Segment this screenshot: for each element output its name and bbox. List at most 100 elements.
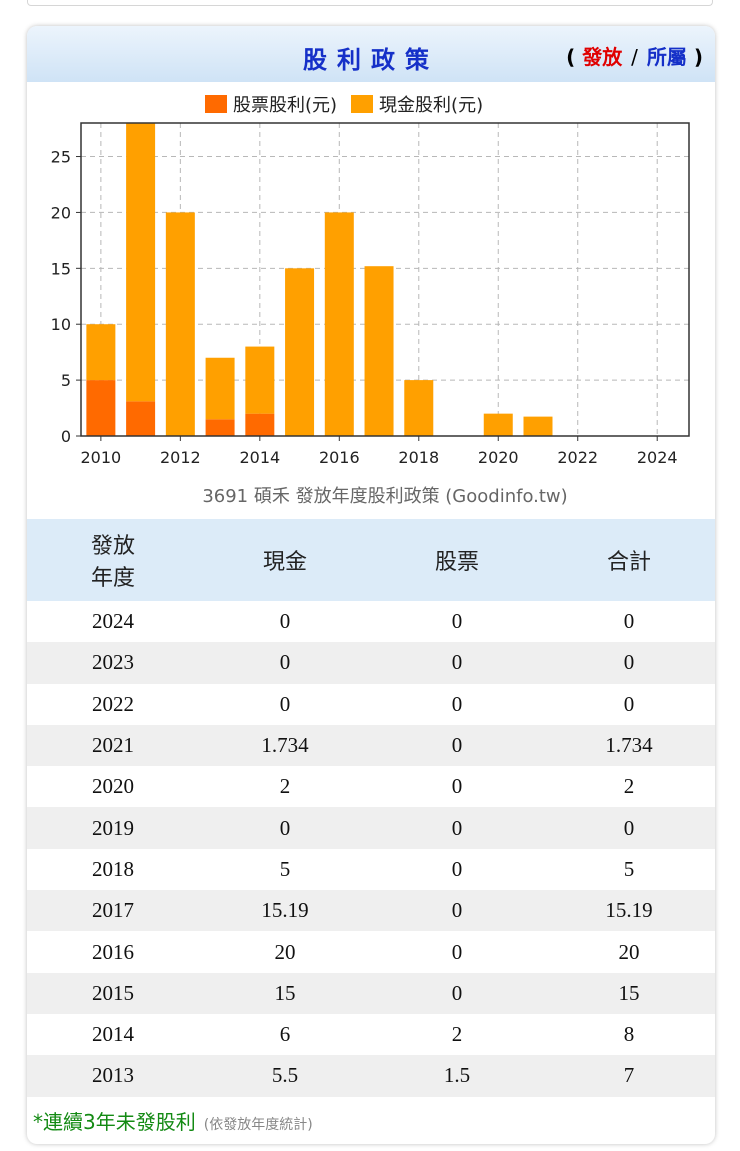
cell-cash: 2 (199, 766, 371, 808)
cell-cash: 1.734 (199, 724, 371, 767)
x-tick-label: 2024 (637, 448, 678, 467)
y-tick-label: 5 (61, 371, 71, 390)
belong-year-link[interactable]: 所屬 (646, 45, 687, 69)
chart-legend: 股票股利(元) 現金股利(元) (205, 90, 497, 118)
table-row: 2018 5 0 5 (27, 848, 715, 891)
y-tick-label: 25 (51, 148, 71, 167)
table-row: 2022 0 0 0 (27, 683, 715, 725)
cell-year: 2013 (27, 1055, 199, 1097)
cell-year: 2022 (27, 683, 199, 725)
y-tick-label: 20 (51, 203, 71, 222)
bar-cash-dividend (126, 123, 156, 402)
legend-swatch-cash (351, 95, 374, 113)
cell-cash: 15.19 (199, 890, 371, 932)
cell-stock: 0 (371, 972, 543, 1014)
x-tick-label: 2020 (478, 448, 519, 467)
cell-total: 7 (543, 1055, 715, 1097)
x-tick-label: 2010 (81, 448, 122, 467)
x-tick-label: 2022 (557, 448, 598, 467)
cell-cash: 0 (199, 683, 371, 725)
cell-year: 2023 (27, 642, 199, 684)
chart-plot: 0 5 10 15 20 25 2010 2012 2014 2016 2018 2020 2022 20… (51, 122, 690, 507)
cell-stock: 2 (371, 1013, 543, 1056)
cell-cash: 0 (199, 642, 371, 684)
bar-stock-dividend (245, 413, 275, 436)
header-year-line: 發放 (90, 534, 135, 559)
cell-year: 2017 (27, 890, 199, 932)
bar-cash-dividend (324, 212, 354, 436)
cell-year: 2024 (27, 601, 199, 643)
chart-caption: 3691 碩禾 發放年度股利政策 (Goodinfo.tw) (202, 486, 567, 507)
dividend-table: 發放 年度 現金 股票 合計 2024 0 0 0 2023 0 0 0 2022 0 0 0 2021 1… (27, 519, 715, 1097)
cell-year: 2021 (27, 724, 199, 767)
cell-total: 15 (543, 972, 715, 1014)
table-row: 2019 0 0 0 (27, 807, 715, 849)
note-main: *連續3年未發股利 (33, 1110, 196, 1134)
legend-item-cash: 現金股利(元) (351, 91, 483, 117)
footer-note: *連續3年未發股利 (依發放年度統計) (33, 1106, 313, 1135)
cell-year: 2018 (27, 848, 199, 891)
bar-cash-dividend (404, 380, 434, 436)
cell-year: 2016 (27, 931, 199, 973)
cell-stock: 0 (371, 890, 543, 932)
table-row: 2023 0 0 0 (27, 642, 715, 684)
table-row: 2015 15 0 15 (27, 972, 715, 1014)
cell-stock: 0 (371, 642, 543, 684)
table-body: 2024 0 0 0 2023 0 0 0 2022 0 0 0 2021 1.734 0 1.734 2020… (27, 601, 715, 1097)
cell-year: 2014 (27, 1013, 199, 1056)
panel-header: 股利政策 ( 發放 / 所屬 ) (27, 26, 715, 82)
cell-year: 2020 (27, 766, 199, 808)
cell-stock: 0 (371, 724, 543, 767)
bar-cash-dividend (285, 268, 315, 436)
cell-total: 0 (543, 642, 715, 684)
table-row: 2017 15.19 0 15.19 (27, 890, 715, 932)
cell-cash: 5 (199, 848, 371, 891)
cell-stock: 0 (371, 807, 543, 849)
cell-total: 0 (543, 601, 715, 643)
cell-stock: 1.5 (371, 1055, 543, 1097)
table-row: 2014 6 2 8 (27, 1013, 715, 1056)
x-tick-label: 2014 (239, 448, 280, 467)
y-tick-label: 0 (61, 427, 71, 446)
table-header-row: 發放年度 現金 股票 合計 (27, 519, 715, 601)
cell-cash: 0 (199, 807, 371, 849)
bar-cash-dividend (523, 416, 553, 436)
y-tick-label: 10 (51, 315, 71, 334)
paren-close: ) (693, 45, 703, 69)
cell-cash: 6 (199, 1013, 371, 1056)
legend-item-stock: 股票股利(元) (205, 91, 337, 117)
issue-year-link[interactable]: 發放 (582, 45, 623, 69)
cell-stock: 0 (371, 601, 543, 643)
cell-total: 20 (543, 931, 715, 973)
bar-cash-dividend (364, 266, 394, 436)
header-links: ( 發放 / 所屬 ) (566, 41, 703, 70)
cell-total: 15.19 (543, 890, 715, 932)
note-detail: (依發放年度統計) (203, 1117, 313, 1133)
cell-cash: 20 (199, 931, 371, 973)
y-tick-label: 15 (51, 259, 71, 278)
cell-total: 1.734 (543, 724, 715, 767)
bar-cash-dividend (165, 212, 195, 436)
cell-year: 2015 (27, 972, 199, 1014)
table-row: 2020 2 0 2 (27, 766, 715, 808)
bar-cash-dividend (86, 324, 116, 381)
bar-stock-dividend (126, 401, 156, 436)
cell-stock: 0 (371, 848, 543, 891)
bar-stock-dividend (205, 419, 235, 436)
plot-frame (80, 122, 690, 437)
table-row: 2024 0 0 0 (27, 601, 715, 643)
x-tick-label: 2012 (160, 448, 201, 467)
header-stock: 股票 (371, 519, 543, 601)
header-year-line: 年度 (90, 566, 135, 591)
cell-total: 5 (543, 848, 715, 891)
cell-stock: 0 (371, 931, 543, 973)
cell-year: 2019 (27, 807, 199, 849)
header-total: 合計 (543, 519, 715, 601)
legend-label-cash: 現金股利(元) (379, 95, 484, 116)
cell-stock: 0 (371, 683, 543, 725)
cell-total: 0 (543, 683, 715, 725)
header-cash: 現金 (199, 519, 371, 601)
cell-stock: 0 (371, 766, 543, 808)
legend-label-stock: 股票股利(元) (233, 95, 338, 116)
dividend-policy-panel: 股利政策 ( 發放 / 所屬 ) 股票股利(元) 現金股利(元) 0 5 10 15 2… (27, 26, 715, 1144)
